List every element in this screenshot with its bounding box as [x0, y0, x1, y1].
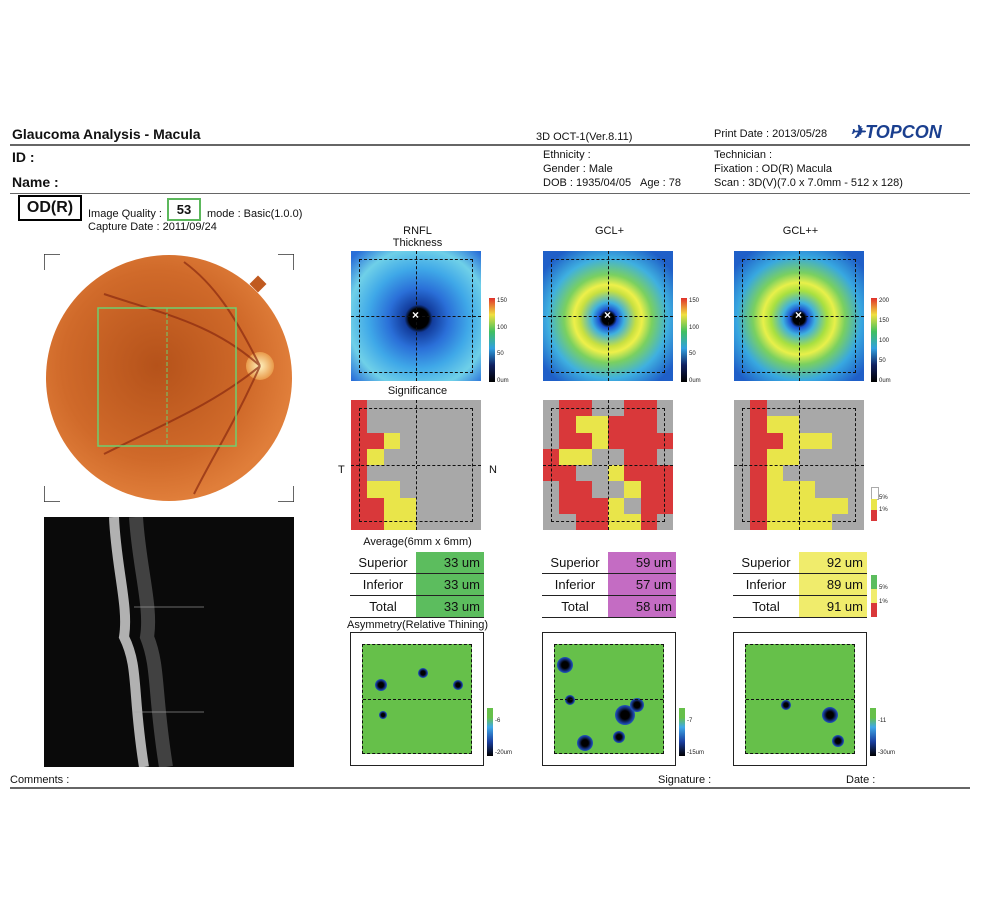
- fixation: Fixation : OD(R) Macula: [714, 163, 832, 175]
- significance-label: Significance: [387, 385, 448, 397]
- rnfl-thickness-map: ×: [351, 251, 481, 381]
- gcl-plus-asymmetry-map: [554, 644, 664, 754]
- gcl-plus-average-table: Superior 59 um Inferior 57 um Total 58 um: [542, 552, 676, 618]
- rnfl-average-table: Superior 33 um Inferior 33 um Total 33 um: [350, 552, 484, 618]
- device-version: 3D OCT-1(Ver.8.11): [536, 131, 633, 143]
- image-quality-label: Image Quality :: [88, 208, 162, 220]
- rnfl-title: RNFL Thickness: [392, 225, 443, 249]
- gcl-plusplus-asymmetry-map: [745, 644, 855, 754]
- gcl-plusplus-thickness-map: ×: [734, 251, 864, 381]
- rnfl-significance-map: [351, 400, 481, 530]
- eye-label: OD(R): [18, 195, 82, 221]
- id-label: ID :: [12, 149, 35, 165]
- gcl-plus-title: GCL+: [594, 225, 625, 237]
- rnfl-thickness-scale: 150 100 50 0um: [489, 298, 519, 384]
- gcl-plusplus-asymmetry-scale: -11 -30um: [870, 708, 900, 758]
- gcl-plus-asymmetry-scale: -7 -15um: [679, 708, 709, 758]
- gcl-plusplus-thickness-scale: 200 150 100 50 0um: [871, 298, 901, 384]
- topcon-logo-icon: ✈: [850, 122, 866, 142]
- gcl-plusplus-asymmetry-frame: [733, 632, 867, 766]
- topcon-logo: ✈TOPCON: [850, 122, 942, 142]
- image-quality-value: 53: [167, 198, 201, 221]
- header-divider-2: [10, 193, 970, 194]
- age: Age : 78: [640, 177, 681, 189]
- table-row: Superior 33 um: [350, 552, 484, 574]
- signature-label: Signature :: [658, 774, 712, 786]
- footer-divider: [10, 787, 970, 789]
- rnfl-asymmetry-scale: -6 -20um: [487, 708, 517, 758]
- table-row: Inferior 57 um: [542, 573, 676, 596]
- gcl-plus-asymmetry-frame: [542, 632, 676, 766]
- gcl-plusplus-average-table: Superior 92 um Inferior 89 um Total 91 um: [733, 552, 867, 618]
- name-label: Name :: [12, 174, 59, 190]
- table-row: Total 33 um: [350, 595, 484, 618]
- print-date: Print Date : 2013/05/28: [714, 128, 828, 140]
- dob: DOB : 1935/04/05: [543, 177, 632, 189]
- table-row: Inferior 33 um: [350, 573, 484, 596]
- gcl-plus-significance-map: [543, 400, 673, 530]
- gcl-plus-thickness-scale: 150 100 50 0um: [681, 298, 711, 384]
- table-row: Inferior 89 um: [733, 573, 867, 596]
- significance-legend: 5% 1%: [871, 487, 901, 531]
- scan-info: Scan : 3D(V)(7.0 x 7.0mm - 512 x 128): [714, 177, 903, 189]
- average-legend: 5% 1%: [871, 575, 901, 619]
- gender: Gender : Male: [543, 163, 613, 175]
- rnfl-asymmetry-map: [362, 644, 472, 754]
- asymmetry-label: Asymmetry(Relative Thining): [346, 619, 488, 631]
- temporal-label: T: [338, 464, 345, 476]
- capture-date: Capture Date : 2011/09/24: [88, 221, 217, 233]
- scan-mode: mode : Basic(1.0.0): [207, 208, 303, 220]
- comments-label: Comments :: [10, 774, 70, 786]
- table-row: Total 58 um: [542, 595, 676, 618]
- ethnicity: Ethnicity :: [543, 149, 591, 161]
- gcl-plusplus-significance-map: [734, 400, 864, 530]
- rnfl-asymmetry-frame: [350, 632, 484, 766]
- table-row: Superior 92 um: [733, 552, 867, 574]
- date-label: Date :: [846, 774, 876, 786]
- average-label: Average(6mm x 6mm): [363, 536, 472, 548]
- report-title: Glaucoma Analysis - Macula: [12, 126, 201, 142]
- table-row: Superior 59 um: [542, 552, 676, 574]
- nasal-label: N: [489, 464, 497, 476]
- technician: Technician :: [714, 149, 773, 161]
- gcl-plusplus-title: GCL++: [782, 225, 819, 237]
- oct-bscan-image: [44, 516, 294, 769]
- gcl-plus-thickness-map: ×: [543, 251, 673, 381]
- header-divider: [10, 144, 970, 146]
- fundus-photo: [43, 253, 295, 503]
- table-row: Total 91 um: [733, 595, 867, 618]
